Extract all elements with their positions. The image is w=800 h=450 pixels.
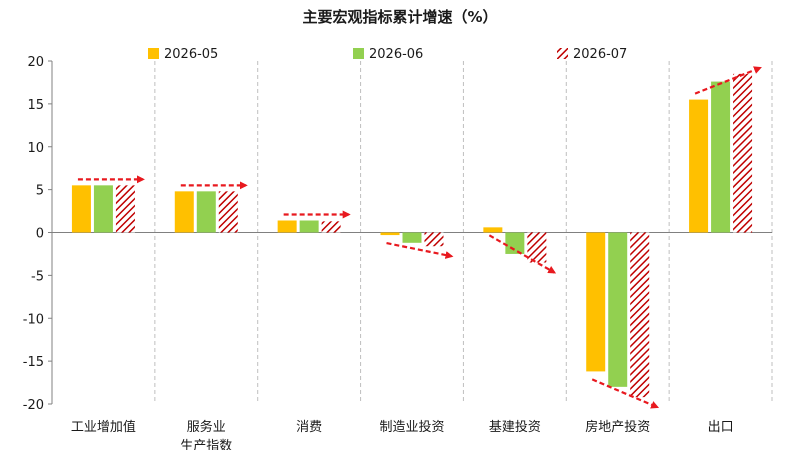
y-tick-label: -15	[23, 355, 44, 370]
bar-2026-06	[711, 81, 731, 233]
y-tick-label: -20	[23, 398, 44, 413]
bar-2026-05	[586, 232, 606, 372]
trend-arrow	[386, 241, 454, 259]
legend-swatch-2026-06	[353, 48, 364, 59]
bar-2026-07	[733, 73, 753, 233]
y-tick-label: -5	[31, 269, 44, 284]
y-tick-label: 15	[27, 98, 44, 113]
bar-2026-05	[483, 227, 503, 233]
bar-2026-05	[277, 220, 297, 233]
legend-label: 2026-05	[164, 47, 218, 62]
bar-2026-06	[196, 191, 216, 233]
x-category-label: 服务业	[187, 419, 226, 435]
bar-2026-07	[630, 232, 650, 398]
x-category-label: 消费	[296, 420, 322, 435]
legend: 2026-05 2026-06 2026-07	[148, 47, 627, 62]
bar-2026-05	[689, 99, 709, 233]
trend-arrows	[77, 66, 762, 409]
x-category-label: 制造业投资	[379, 419, 444, 435]
x-category-label: 工业增加值	[71, 419, 136, 435]
bar-2026-07	[115, 185, 135, 233]
bars	[71, 73, 753, 398]
y-tick-label: 10	[27, 141, 44, 156]
y-axis: 20 15 10 5 0 -5 -10 -15 -20	[23, 55, 772, 413]
x-category-label: 基建投资	[489, 419, 541, 435]
x-category-label: 生产指数	[180, 439, 232, 450]
y-tick-label: 20	[27, 55, 44, 70]
bar-2026-07	[424, 232, 444, 247]
legend-label: 2026-06	[369, 47, 423, 62]
bar-2026-07	[218, 191, 238, 233]
bar-2026-06	[608, 232, 628, 387]
x-category-label: 房地产投资	[585, 419, 650, 435]
bar-2026-07	[527, 232, 547, 263]
bar-2026-05	[71, 185, 91, 233]
trend-arrow	[488, 234, 557, 274]
trend-arrow	[694, 66, 762, 95]
bar-2026-06	[402, 232, 422, 243]
legend-label: 2026-07	[573, 47, 627, 62]
legend-swatch-2026-07	[557, 48, 568, 59]
y-tick-label: 5	[36, 184, 44, 199]
trend-arrow	[591, 378, 660, 409]
bar-2026-05	[174, 191, 194, 233]
bar-2026-06	[505, 232, 525, 254]
legend-swatch-2026-05	[148, 48, 159, 59]
y-tick-label: -10	[23, 312, 44, 327]
bar-2026-06	[93, 185, 113, 233]
x-category-label: 出口	[708, 420, 734, 435]
bar-2026-06	[299, 220, 319, 233]
y-tick-label: 0	[36, 227, 44, 242]
chart-title: 主要宏观指标累计增速（%）	[302, 8, 497, 26]
bar-2026-05	[380, 232, 400, 236]
bar-2026-07	[321, 221, 341, 233]
